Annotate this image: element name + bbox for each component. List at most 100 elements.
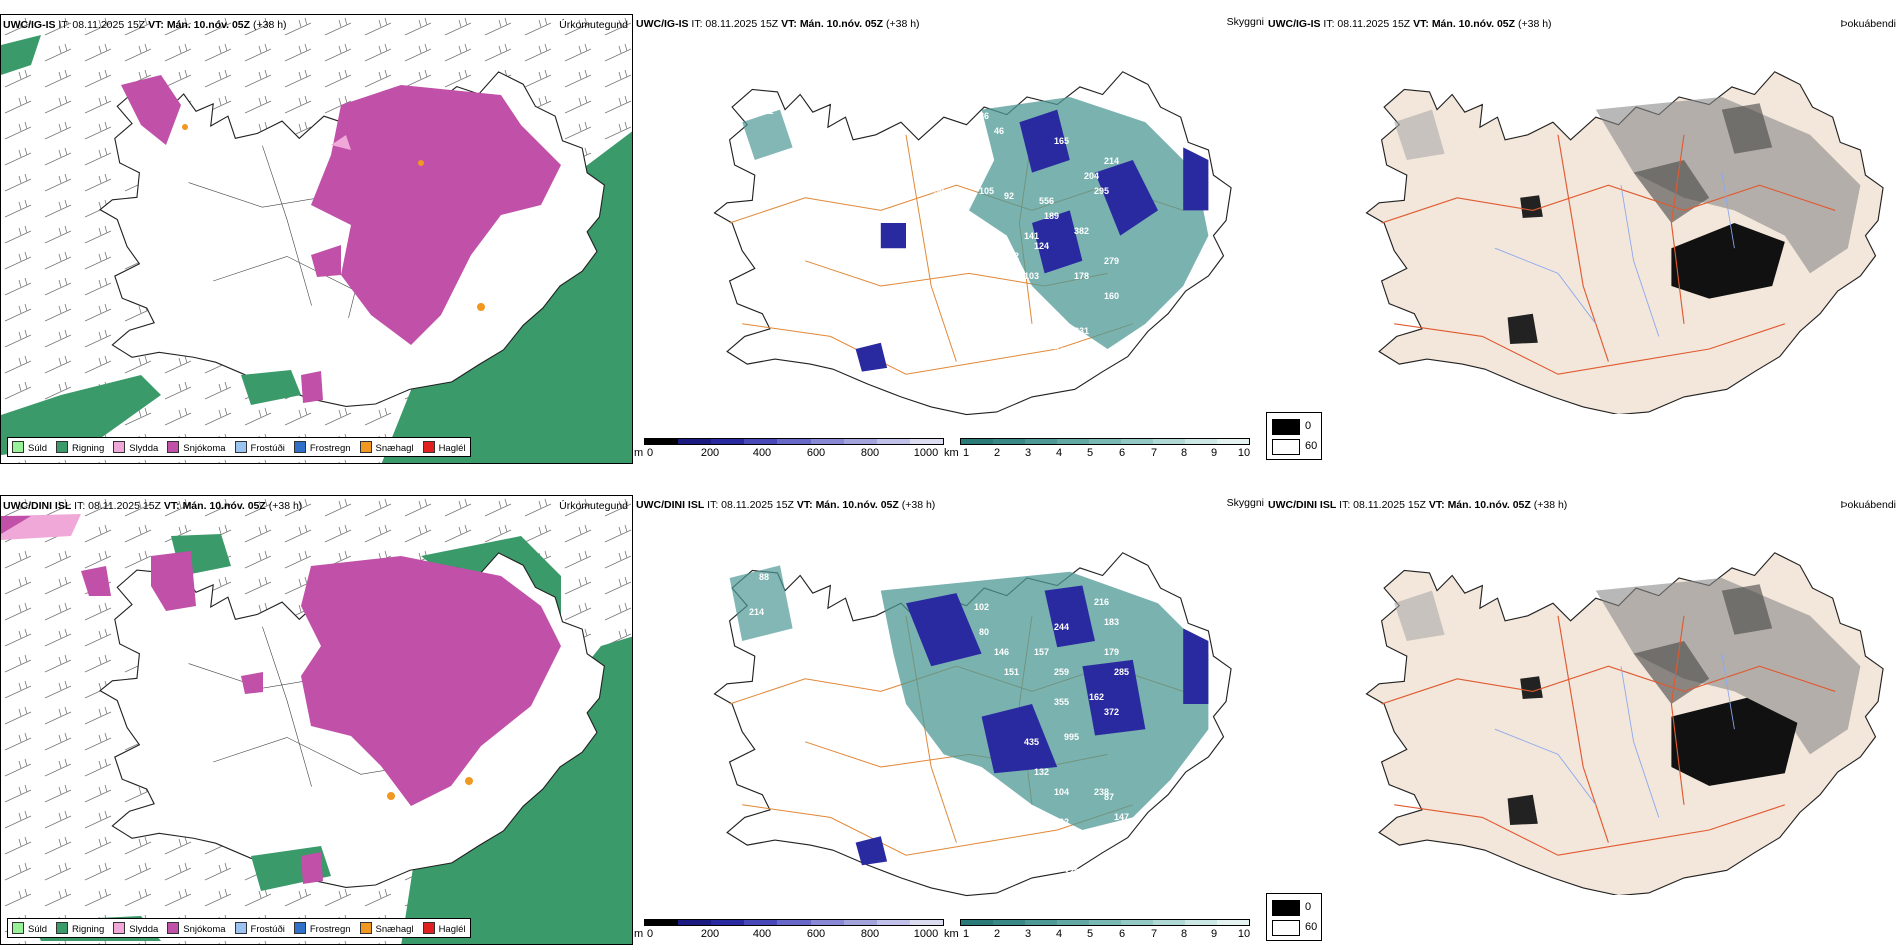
cloud-base-label: 244 xyxy=(1054,622,1069,632)
cloud-base-label: 214 xyxy=(1104,156,1119,166)
panel-title: UWC/DINI ISL IT: 08.11.2025 15Z VT: Mán.… xyxy=(3,500,303,512)
cloud-base-label: 124 xyxy=(1034,241,1049,251)
snow-area xyxy=(301,556,561,806)
panel-title: UWC/IG-IS IT: 08.11.2025 15Z VT: Mán. 10… xyxy=(636,18,920,30)
legend-item: Frostúði xyxy=(234,921,285,935)
cloud-base-label: 141 xyxy=(734,76,749,86)
cloud-base-label: 102 xyxy=(974,602,989,612)
legend-item: Snjókoma xyxy=(167,440,226,454)
cloud-base-label: 10 xyxy=(754,91,764,101)
fog-legend-row2: 0 60 xyxy=(1266,893,1322,941)
cloud-base-label: 259 xyxy=(1054,667,1069,677)
precip-type-map xyxy=(1,496,632,944)
cloud-base-label: 11 xyxy=(764,106,774,116)
cloud-visibility-panel-row1: 141 10 11 79 86 46 68 60 59 105 92 556 165 204 214 295 1… xyxy=(634,14,1264,464)
legend-item: Haglél xyxy=(422,921,466,935)
cloud-base-label: 402 xyxy=(1004,251,1019,261)
legend-item: Súld xyxy=(12,921,47,935)
cloud-base-label: 68 xyxy=(959,156,969,166)
cloud-base-label: 214 xyxy=(749,607,764,617)
cloud-base-label: 382 xyxy=(1074,226,1089,236)
cloud-base-label: 247 xyxy=(1054,346,1069,356)
panel-label: Þokuábendi xyxy=(1840,499,1896,511)
cloud-base-label: 183 xyxy=(1104,617,1119,627)
precip-type-map xyxy=(1,15,632,463)
panel-title: UWC/IG-IS IT: 08.11.2025 15Z VT: Mán. 10… xyxy=(3,19,287,31)
cloud-base-label: 138 xyxy=(734,557,749,567)
fog-indicator-map xyxy=(1365,71,1884,414)
cloud-base-label: 189 xyxy=(1044,211,1059,221)
cloud-base-label: 573 xyxy=(1064,842,1079,852)
legend-item: Snæhagl xyxy=(359,921,414,935)
cloud-base-label: 160 xyxy=(1104,291,1119,301)
rain-area xyxy=(1,375,161,455)
cloud-base-label: 238 xyxy=(1094,787,1109,797)
low-visibility-area xyxy=(969,97,1209,349)
cloud-base-label: 216 xyxy=(1094,597,1109,607)
legend-item: Rigning xyxy=(56,440,104,454)
panel-title: UWC/DINI ISL IT: 08.11.2025 15Z VT: Mán.… xyxy=(1268,499,1568,511)
cloud-base-label: 103 xyxy=(1024,271,1039,281)
legend-item: Frostregn xyxy=(293,440,351,454)
cloud-base-label: 330 xyxy=(1064,867,1079,877)
river-network xyxy=(1494,653,1735,818)
panel-label: Úrkomutegund xyxy=(559,19,628,31)
cloud-visibility-map: 138 88 214 102 80 146 151 157 244 259 355 216 183 179… xyxy=(713,552,1232,897)
visibility-colorbar: km 1 2 3 4 5 6 7 8 9 10 xyxy=(944,438,1254,459)
cloud-base-label: 79 xyxy=(954,136,964,146)
legend-item: Frostúði xyxy=(234,440,285,454)
road-network xyxy=(1381,615,1836,856)
legend-item: Súld xyxy=(12,440,47,454)
fog-indicator-panel-row2: UWC/DINI ISL IT: 08.11.2025 15Z VT: Mán.… xyxy=(1266,495,1900,895)
precip-legend: Súld Rigning Slydda Snjókoma Frostúði Fr… xyxy=(7,918,471,938)
panel-label: Úrkomutegund xyxy=(559,500,628,512)
legend-item: Haglél xyxy=(422,440,466,454)
snow-area xyxy=(151,551,196,611)
panel-title: UWC/IG-IS IT: 08.11.2025 15Z VT: Mán. 10… xyxy=(1268,18,1552,30)
legend-item: Frostregn xyxy=(293,921,351,935)
cloud-base-label: 285 xyxy=(1114,667,1129,677)
cloud-base-label: 60 xyxy=(974,171,984,181)
legend-item: Rigning xyxy=(56,921,104,935)
panel-title: UWC/DINI ISL IT: 08.11.2025 15Z VT: Mán.… xyxy=(636,499,936,511)
cloud-base-label: 204 xyxy=(1084,171,1099,181)
cloud-base-label: 141 xyxy=(1024,231,1039,241)
cloud-visibility-panel-row2: 138 88 214 102 80 146 151 157 244 259 355 216 183 179… xyxy=(634,495,1264,945)
cloud-base-label: 103 xyxy=(949,391,964,401)
precip-legend: Súld Rigning Slydda Snjókoma Frostúði Fr… xyxy=(7,437,471,457)
legend-item: Snæhagl xyxy=(359,440,414,454)
legend-item: Slydda xyxy=(113,440,158,454)
snow-area xyxy=(311,85,561,345)
cloud-base-label: 132 xyxy=(1034,767,1049,777)
cloud-base-label: 231 xyxy=(1074,326,1089,336)
cloud-base-label: 147 xyxy=(1114,812,1129,822)
cloud-base-label: 355 xyxy=(1054,697,1069,707)
high-fog-area xyxy=(1671,223,1785,299)
fog-area xyxy=(1595,97,1861,274)
cloud-base-label: 995 xyxy=(1064,732,1079,742)
fog-area xyxy=(1595,578,1861,755)
snow-area xyxy=(121,75,181,145)
cloud-base-label: 192 xyxy=(1054,817,1069,827)
fog-indicator-panel-row1: UWC/IG-IS IT: 08.11.2025 15Z VT: Mán. 10… xyxy=(1266,14,1900,414)
cloud-base-label: 59 xyxy=(934,186,944,196)
cloud-base-label: 165 xyxy=(1054,136,1069,146)
visibility-colorbar: km 1 2 3 4 5 6 7 8 9 10 xyxy=(944,919,1254,940)
panel-label: Þokuábendi xyxy=(1840,18,1896,30)
cloud-base-colorbar: m 0 200 400 600 800 1000 xyxy=(634,438,944,459)
fog-indicator-map xyxy=(1365,552,1884,895)
cloud-base-label: 86 xyxy=(979,111,989,121)
cloud-base-label: 151 xyxy=(1004,667,1019,677)
cloud-base-label: 80 xyxy=(979,627,989,637)
low-cloud-area xyxy=(880,109,1209,274)
cloud-base-label: 57 xyxy=(944,872,954,882)
cloud-base-label: 179 xyxy=(1104,647,1119,657)
cloud-base-label: 157 xyxy=(1034,647,1049,657)
cloud-base-label: 105 xyxy=(979,186,994,196)
cloud-base-label: 556 xyxy=(1039,196,1054,206)
panel-label: Skyggni xyxy=(1226,497,1264,509)
fog-legend-row1: 0 60 xyxy=(1266,412,1322,460)
cloud-base-label: 162 xyxy=(1089,692,1104,702)
low-cloud-area xyxy=(906,585,1209,774)
